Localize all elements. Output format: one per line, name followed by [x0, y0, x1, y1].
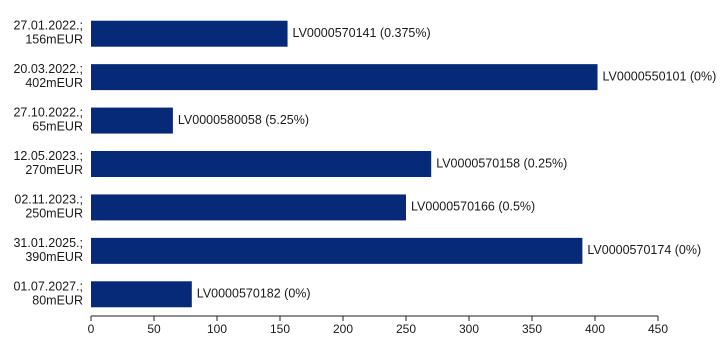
x-tick-label: 400 — [585, 322, 605, 336]
category-label-line: 80mEUR — [32, 294, 83, 308]
x-tick-label: 100 — [207, 322, 227, 336]
category-label-line: 27.01.2022.; — [13, 19, 83, 33]
bar-data-label: LV0000570182 (0%) — [197, 287, 311, 301]
category-label: 01.07.2027.; 80mEUR — [13, 280, 83, 308]
x-tick-label: 200 — [333, 322, 353, 336]
category-label: 20.03.2022.; 402mEUR — [13, 62, 83, 90]
category-label-line: 20.03.2022.; — [13, 62, 83, 76]
category-label-line: 65mEUR — [32, 120, 83, 134]
category-label: 31.01.2025.; 390mEUR — [13, 236, 83, 264]
bar — [91, 237, 583, 264]
x-tick-label: 50 — [147, 322, 161, 336]
bar-data-label: LV0000570158 (0.25%) — [436, 156, 567, 170]
category-label: 27.01.2022.; 156mEUR — [13, 19, 83, 47]
bar-data-label: LV0000570141 (0.375%) — [293, 26, 431, 40]
x-tick-label: 350 — [522, 322, 542, 336]
x-tick-label: 150 — [270, 322, 290, 336]
category-label-line: 390mEUR — [25, 250, 83, 264]
y-axis: 27.01.2022.; 156mEUR 20.03.2022.; 402mEUR 27… — [13, 19, 83, 308]
bar — [91, 151, 432, 177]
bar — [91, 64, 598, 91]
category-label-line: 27.10.2022.; — [13, 106, 83, 120]
category-label-line: 01.07.2027.; — [13, 280, 83, 294]
x-tick-label: 250 — [396, 322, 416, 336]
bar — [91, 281, 192, 308]
category-label-line: 270mEUR — [25, 163, 83, 177]
category-label-line: 250mEUR — [25, 207, 83, 221]
x-axis: 0 50 100 150 200 250 300 350 400 450 — [88, 315, 668, 336]
bar-data-label: LV0000580058 (5.25%) — [178, 113, 309, 127]
category-label-line: 02.11.2023.; — [14, 193, 83, 207]
category-label: 12.05.2023.; 270mEUR — [13, 149, 83, 177]
x-tick-label: 450 — [648, 322, 668, 336]
bars-group: LV0000570141 (0.375%) LV0000550101 (0%) LV… — [91, 20, 717, 308]
category-label-line: 31.01.2025.; — [13, 236, 83, 250]
category-label: 02.11.2023.; 250mEUR — [14, 193, 83, 221]
category-label-line: 156mEUR — [25, 33, 83, 47]
bar — [91, 194, 406, 221]
x-tick-label: 0 — [88, 322, 95, 336]
x-tick-label: 300 — [459, 322, 479, 336]
bar-data-label: LV0000570166 (0.5%) — [411, 200, 535, 214]
bar — [91, 107, 173, 134]
category-label: 27.10.2022.; 65mEUR — [13, 106, 83, 134]
category-label-line: 402mEUR — [25, 76, 83, 90]
category-label-line: 12.05.2023.; — [13, 149, 83, 163]
bar — [91, 20, 288, 47]
bar-data-label: LV0000550101 (0%) — [603, 69, 717, 83]
bar-data-label: LV0000570174 (0%) — [587, 243, 701, 257]
